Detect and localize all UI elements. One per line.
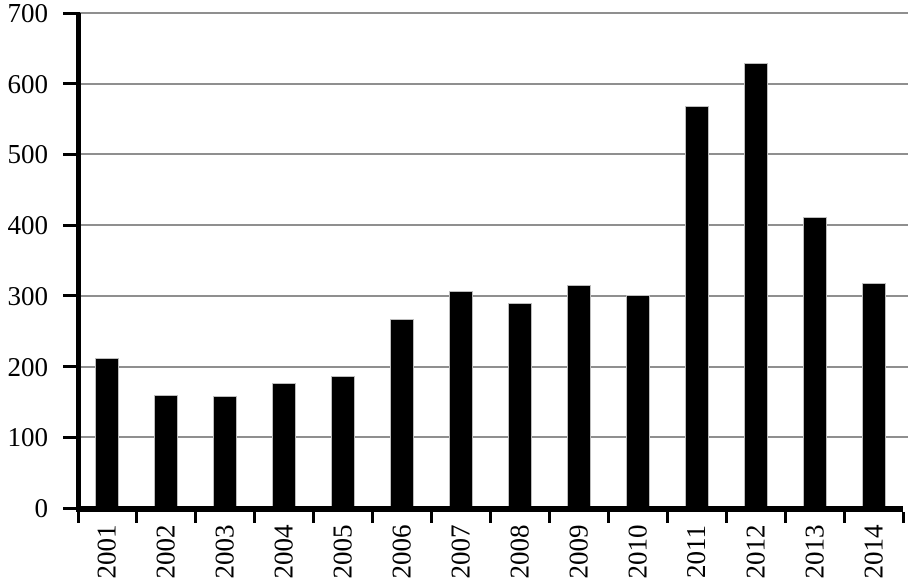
x-tick-label-text: 2014 (858, 524, 889, 578)
x-axis-tick (901, 512, 905, 523)
x-tick-label: 2014 (842, 518, 906, 584)
x-tick-label-text: 2007 (445, 524, 476, 578)
x-axis-tick (312, 512, 316, 523)
x-axis-tick (724, 512, 728, 523)
y-tick-label: 700 (7, 0, 49, 28)
y-tick-label: 0 (34, 493, 49, 523)
y-axis-tick (63, 223, 80, 227)
y-axis-line (76, 13, 81, 512)
y-tick-label: 500 (7, 139, 49, 170)
x-tick-label-text: 2001 (91, 524, 122, 578)
x-axis-tick (783, 512, 787, 523)
x-axis-tick (665, 512, 669, 523)
gridline (78, 436, 908, 439)
y-axis-tick (63, 82, 80, 86)
x-tick-label-text: 2005 (327, 524, 358, 578)
x-tick-label: 2001 (75, 518, 139, 584)
bar (95, 358, 120, 508)
x-axis-tick (371, 512, 375, 523)
bar (213, 396, 238, 508)
x-tick-label: 2005 (311, 518, 375, 584)
x-axis-tick (547, 512, 551, 523)
x-axis-tick (135, 512, 139, 523)
y-tick-label: 600 (7, 68, 49, 99)
x-axis-tick (430, 512, 434, 523)
x-tick-label: 2002 (134, 518, 198, 584)
x-tick-label: 2012 (724, 518, 788, 584)
y-tick-label: 300 (7, 280, 49, 311)
x-tick-label-text: 2002 (150, 524, 181, 578)
x-tick-label-text: 2004 (268, 524, 299, 578)
y-tick-label: 400 (7, 210, 49, 241)
x-tick-label-text: 2009 (563, 524, 594, 578)
bar (802, 216, 827, 508)
x-tick-label-text: 2008 (504, 524, 535, 578)
x-axis-tick (842, 512, 846, 523)
x-tick-label: 2006 (370, 518, 434, 584)
x-tick-label: 2009 (547, 518, 611, 584)
x-axis-line (76, 506, 903, 512)
x-tick-label: 2003 (193, 518, 257, 584)
x-tick-label: 2008 (488, 518, 552, 584)
y-axis-tick (63, 435, 80, 439)
x-axis-tick (253, 512, 257, 523)
gridline (78, 365, 908, 368)
gridline (78, 82, 908, 85)
x-tick-label-text: 2003 (209, 524, 240, 578)
bar (154, 394, 179, 508)
bar (331, 375, 356, 508)
gridline (78, 224, 908, 227)
x-tick-label-text: 2011 (681, 524, 712, 578)
bar (507, 302, 532, 508)
x-tick-label-text: 2013 (799, 524, 830, 578)
x-axis-tick (606, 512, 610, 523)
bar (861, 283, 886, 508)
y-tick-label: 100 (7, 422, 49, 453)
y-axis-tick (63, 365, 80, 369)
x-tick-label: 2010 (606, 518, 670, 584)
x-tick-label-text: 2006 (386, 524, 417, 578)
x-tick-label: 2011 (665, 518, 729, 584)
bar (272, 382, 297, 508)
x-tick-label-text: 2012 (740, 524, 771, 578)
y-axis-tick (63, 152, 80, 156)
x-tick-label: 2007 (429, 518, 493, 584)
bar (390, 319, 415, 508)
gridline (78, 12, 908, 14)
gridline (78, 153, 908, 156)
bar (566, 285, 591, 508)
bar (684, 106, 709, 508)
x-axis-tick (489, 512, 492, 523)
x-tick-label: 2013 (783, 518, 847, 584)
y-axis-tick (63, 506, 80, 510)
bar (449, 290, 474, 508)
bar (743, 62, 768, 508)
x-tick-label-text: 2010 (622, 524, 653, 578)
y-axis-tick (63, 11, 80, 15)
x-tick-label: 2004 (252, 518, 316, 584)
y-axis-tick (63, 294, 80, 298)
x-axis-tick (76, 512, 80, 523)
y-tick-label: 200 (7, 351, 49, 382)
gridline (78, 294, 908, 297)
bar (625, 295, 650, 508)
x-axis-tick (194, 512, 198, 523)
